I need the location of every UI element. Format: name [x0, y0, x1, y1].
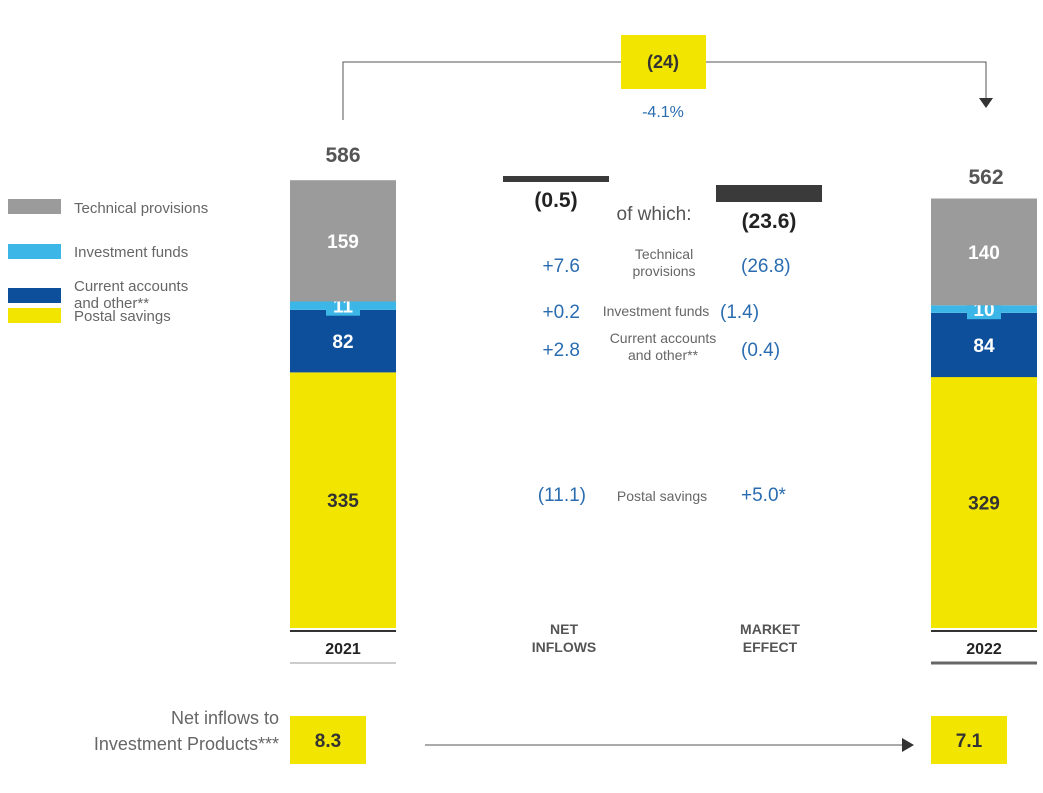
bar-2021-postal-savings: [290, 372, 396, 628]
row-label-postal-savings: Postal savings: [617, 488, 707, 504]
investment-inflows-2022: 7.1: [956, 731, 983, 752]
bar-2022-current-accounts-and-other: [931, 313, 1037, 378]
change-connector: (24) -4.1%: [342, 35, 993, 121]
total-2021: 586: [325, 144, 360, 167]
net-inflows-category-line1: NET: [550, 621, 578, 637]
investment-inflows-box-2022: [931, 716, 1007, 764]
row-label-current-accounts-line2: and other**: [628, 347, 699, 363]
bar-label-2021-postal-savings: 335: [327, 491, 359, 512]
change-connector-arrow: [979, 98, 993, 108]
bar-label-2021-technical-provisions: 159: [327, 232, 359, 253]
legend-label-technical-provisions: Technical provisions: [74, 200, 208, 217]
total-2022: 562: [968, 166, 1003, 189]
bar-label-2022-investment-funds: 10: [973, 300, 994, 321]
legend-label-postal-savings: Postal savings: [74, 308, 171, 325]
bar-label-2022-current-accounts-and-other: 84: [973, 336, 995, 357]
investment-inflows-box-2021: [290, 716, 366, 764]
change-percent: -4.1%: [642, 104, 684, 121]
investment-inflows-2021: 8.3: [315, 731, 341, 752]
year-label-2021: 2021: [325, 641, 361, 658]
change-value: (24): [647, 52, 679, 72]
year-label-2022: 2022: [966, 641, 1002, 658]
investment-inflows: Net inflows to Investment Products*** 8.…: [94, 708, 1007, 764]
bar-label-2022-postal-savings: 329: [968, 494, 1000, 515]
change-value-box: [621, 35, 706, 89]
bar-2021-current-accounts-and-other: [290, 309, 396, 373]
legend: Technical provisions Investment funds Cu…: [8, 199, 208, 325]
net-inflows-total: (0.5): [534, 189, 577, 212]
row-label-technical-provisions-line1: Technical: [635, 246, 693, 262]
row-label-technical-provisions-line2: provisions: [632, 263, 695, 279]
market-postal-savings: +5.0*: [741, 485, 787, 506]
stacked-bars: 335 82 11 159 329 84 10 140: [290, 180, 1037, 628]
net-investment-funds: +0.2: [542, 302, 580, 323]
bar-2022-postal-savings: [931, 377, 1037, 628]
net-inflows-bar: [503, 176, 609, 182]
legend-swatch-current-accounts: [8, 288, 61, 303]
bar-2022-technical-provisions: [931, 198, 1037, 306]
bar-2021-technical-provisions: [290, 180, 396, 302]
net-inflows-category-line2: INFLOWS: [532, 639, 597, 655]
legend-label-investment-funds: Investment funds: [74, 244, 188, 261]
investment-inflows-title-line2: Investment Products***: [94, 734, 279, 754]
market-technical-provisions: (26.8): [741, 256, 791, 277]
market-effect-category-line1: MARKET: [740, 621, 800, 637]
bar-label-2021-current-accounts-and-other: 82: [332, 332, 353, 353]
investment-inflows-title-line1: Net inflows to: [171, 708, 279, 728]
bridge: (0.5) (23.6) of which: +7.6 Technical pr…: [503, 176, 822, 655]
net-postal-savings: (11.1): [538, 485, 586, 506]
legend-label-current-accounts-line2: and other**: [74, 295, 149, 312]
market-effect-bar: [716, 185, 822, 202]
row-label-current-accounts-line1: Current accounts: [610, 330, 717, 346]
bar-label-2021-investment-funds: 11: [333, 297, 354, 318]
legend-label-current-accounts-line1: Current accounts: [74, 278, 188, 295]
legend-swatch-postal-savings: [8, 308, 61, 323]
net-technical-provisions: +7.6: [542, 256, 580, 277]
market-effect-category-line2: EFFECT: [743, 639, 798, 655]
bar-label-2022-technical-provisions: 140: [968, 243, 1000, 264]
investment-inflows-arrow: [902, 738, 914, 752]
legend-swatch-technical-provisions: [8, 199, 61, 214]
of-which-label: of which:: [617, 204, 692, 225]
market-current-accounts: (0.4): [741, 340, 780, 361]
market-effect-total: (23.6): [742, 210, 797, 233]
market-investment-funds: (1.4): [720, 302, 759, 323]
net-current-accounts: +2.8: [542, 340, 580, 361]
row-label-investment-funds: Investment funds: [603, 303, 710, 319]
legend-swatch-investment-funds: [8, 244, 61, 259]
